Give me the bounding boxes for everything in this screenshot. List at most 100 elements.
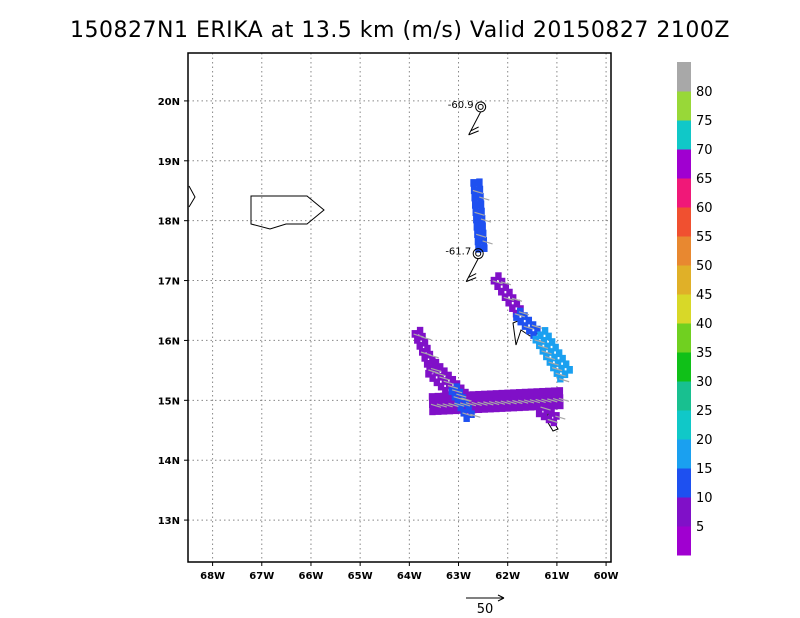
wind-vector <box>492 280 503 285</box>
colorbar-label: 80 <box>696 85 713 100</box>
wind-cell <box>475 390 482 399</box>
wind-vector <box>474 211 485 216</box>
wind-cell <box>509 304 516 312</box>
wind-vector <box>531 324 543 329</box>
wind-cell <box>504 389 511 398</box>
colorbar-segment <box>677 410 691 440</box>
wind-cell <box>458 384 465 393</box>
wind-vector <box>534 339 545 344</box>
wind-speed-cells <box>411 178 573 427</box>
wind-cell <box>425 369 432 378</box>
wind-cell <box>474 237 482 246</box>
wind-vector <box>443 380 454 385</box>
wind-cell <box>435 407 442 415</box>
wind-cell <box>481 244 488 252</box>
wind-cell <box>492 390 500 398</box>
colorbar-label: 50 <box>696 259 713 274</box>
wind-cell <box>440 392 447 401</box>
wind-cell <box>437 363 444 371</box>
wind-cell <box>535 409 543 418</box>
lat-tick-label: 18N <box>158 217 180 228</box>
map-frame <box>187 52 612 563</box>
colorbar-segment <box>677 178 691 208</box>
wind-vector <box>461 397 472 402</box>
wind-cell <box>530 331 537 339</box>
wind-barb <box>465 258 479 283</box>
wind-cell <box>463 414 470 422</box>
wind-cell <box>515 389 523 397</box>
wind-vector <box>537 344 549 349</box>
lon-tick-label: 68W <box>200 571 225 582</box>
wind-cell <box>498 404 506 412</box>
wind-vector <box>552 398 564 403</box>
wind-cell <box>437 382 445 391</box>
storm-marker-label: -61.7 <box>445 247 471 258</box>
wind-cell <box>462 399 469 408</box>
wind-cell <box>555 349 563 357</box>
wind-cell <box>448 387 456 396</box>
wind-vector <box>540 406 551 411</box>
wind-cell <box>440 406 448 415</box>
lat-tick-label: 14N <box>158 456 180 467</box>
wind-vector <box>551 367 563 372</box>
wind-vector <box>541 350 552 355</box>
colorbar-label: 65 <box>696 172 713 187</box>
lat-tick-label: 13N <box>158 516 180 527</box>
wind-cell <box>551 401 558 410</box>
wind-cell <box>481 405 488 413</box>
lon-tick-label: 64W <box>397 571 422 582</box>
lon-tick-label: 63W <box>446 571 471 582</box>
wind-cell <box>493 404 500 413</box>
wind-vector <box>477 401 488 406</box>
wind-cell <box>433 378 441 387</box>
wind-cell <box>432 358 440 367</box>
wind-vector <box>453 396 464 401</box>
puerto-rico-coastline <box>250 195 325 230</box>
wind-cell <box>559 354 566 363</box>
wind-vector <box>448 402 459 408</box>
wind-cell <box>554 359 562 367</box>
lon-tick-label: 60W <box>594 571 619 582</box>
wind-cell <box>543 406 550 414</box>
wind-cell <box>537 331 544 340</box>
storm-center-ring <box>475 101 487 113</box>
hispaniola-coastline-edge <box>188 185 196 208</box>
wind-cell <box>540 412 548 421</box>
colorbar-segment <box>677 323 691 353</box>
wind-vector <box>436 403 447 408</box>
wind-vector <box>514 313 525 318</box>
wind-vector <box>544 355 556 361</box>
colorbar-segment <box>677 381 691 411</box>
wind-cell <box>452 406 459 415</box>
wind-vector <box>500 281 512 286</box>
wind-vector <box>439 376 450 381</box>
wind-vector <box>494 400 506 405</box>
lat-lon-grid <box>188 53 611 562</box>
lat-tick-labels: 13N 14N 15N 16N 17N 18N 19N 20N <box>158 97 188 527</box>
wind-cell <box>421 338 429 347</box>
colorbar-label: 30 <box>696 375 713 390</box>
colorbar-label: 45 <box>696 288 713 303</box>
storm-marker: -60.9 <box>448 100 487 136</box>
wind-vector <box>523 399 535 404</box>
wind-cell <box>548 338 556 346</box>
wind-cell <box>562 360 570 369</box>
wind-cell <box>550 418 558 427</box>
lon-tick-label: 67W <box>249 571 274 582</box>
wind-cell <box>552 343 559 352</box>
colorbar-segment <box>677 439 691 469</box>
wind-cell <box>504 403 512 412</box>
wind-cell <box>510 389 517 398</box>
wind-cell <box>486 390 494 399</box>
colorbar-segment <box>677 468 691 498</box>
wind-vector <box>500 400 511 405</box>
reference-vector-label: 50 <box>477 602 494 617</box>
wind-vector <box>470 413 481 418</box>
wind-cell <box>463 391 471 400</box>
wind-cell <box>478 207 485 216</box>
storm-marker: -61.7 <box>445 247 484 283</box>
wind-vector <box>518 399 529 404</box>
colorbar-segment <box>677 91 691 121</box>
wind-cell <box>445 371 452 380</box>
colorbar-label: 35 <box>696 346 713 361</box>
